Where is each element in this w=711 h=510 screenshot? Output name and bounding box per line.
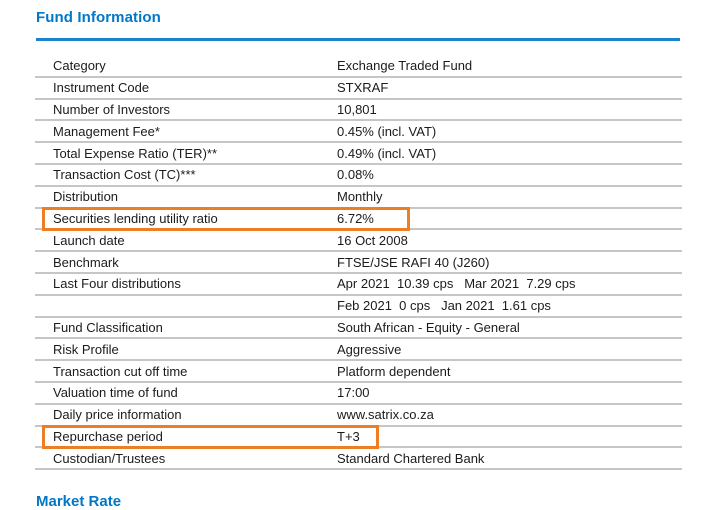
row-label: Repurchase period bbox=[53, 428, 163, 444]
table-row: Last Four distributions Apr 2021 10.39 cp… bbox=[35, 274, 682, 296]
row-value: Aggressive bbox=[337, 341, 402, 357]
table-row: Transaction Cost (TC)*** 0.08% bbox=[35, 165, 682, 187]
row-value: 10,801 bbox=[337, 101, 377, 117]
row-label: Total Expense Ratio (TER)** bbox=[53, 145, 218, 161]
row-label: Fund Classification bbox=[53, 319, 163, 335]
table-row: Valuation time of fund 17:00 bbox=[35, 383, 682, 405]
row-label: Valuation time of fund bbox=[53, 385, 178, 401]
table-row: Feb 2021 0 cps Jan 2021 1.61 cps bbox=[35, 296, 682, 318]
table-row: Risk Profile Aggressive bbox=[35, 339, 682, 362]
row-label: Transaction cut off time bbox=[53, 363, 188, 379]
row-label: Distribution bbox=[53, 189, 119, 205]
fund-info-table: Category Exchange Traded Fund Instrument C… bbox=[35, 56, 682, 471]
row-label: Category bbox=[53, 58, 106, 74]
row-value: South African - Equity - General bbox=[337, 319, 520, 335]
row-value: www.satrix.co.za bbox=[337, 407, 434, 423]
table-row: Launch date 16 Oct 2008 bbox=[35, 230, 682, 253]
table-row: Distribution Monthly bbox=[35, 187, 682, 209]
row-label: Management Fee* bbox=[53, 123, 160, 139]
row-label: Transaction Cost (TC)*** bbox=[53, 167, 196, 183]
row-value: 6.72% bbox=[337, 210, 374, 226]
row-value: Exchange Traded Fund bbox=[337, 58, 473, 74]
row-label: Securities lending utility ratio bbox=[53, 210, 218, 226]
row-value: 0.08% bbox=[337, 167, 374, 183]
row-value: STXRAF bbox=[337, 80, 389, 96]
table-row: Category Exchange Traded Fund bbox=[35, 56, 682, 78]
table-row: Securities lending utility ratio 6.72% bbox=[35, 206, 682, 232]
table-row: Management Fee* 0.45% (incl. VAT) bbox=[35, 121, 682, 144]
row-label: Risk Profile bbox=[53, 341, 119, 357]
section-title-rule bbox=[36, 38, 680, 41]
table-row: Repurchase period T+3 bbox=[35, 424, 682, 450]
row-value: 0.49% (incl. VAT) bbox=[337, 145, 437, 161]
row-label: Custodian/Trustees bbox=[53, 450, 166, 466]
row-value: 17:00 bbox=[337, 385, 370, 401]
row-value: FTSE/JSE RAFI 40 (J260) bbox=[337, 254, 490, 270]
section-title: Fund Information bbox=[36, 9, 161, 26]
table-row: Custodian/Trustees Standard Chartered Ban… bbox=[35, 448, 682, 471]
row-label: Daily price information bbox=[53, 407, 182, 423]
next-section-title: Market Rate bbox=[36, 493, 122, 510]
row-value: 16 Oct 2008 bbox=[337, 232, 408, 248]
row-label: Benchmark bbox=[53, 254, 119, 270]
table-row: Number of Investors 10,801 bbox=[35, 100, 682, 122]
row-label: Launch date bbox=[53, 232, 125, 248]
table-row: Total Expense Ratio (TER)** 0.49% (incl. … bbox=[35, 143, 682, 165]
row-value: Standard Chartered Bank bbox=[337, 450, 485, 466]
row-value: Apr 2021 10.39 cps Mar 2021 7.29 cps bbox=[337, 276, 576, 292]
table-row: Daily price information www.satrix.co.za bbox=[35, 405, 682, 427]
table-row: Benchmark FTSE/JSE RAFI 40 (J260) bbox=[35, 252, 682, 274]
row-value: Monthly bbox=[337, 189, 383, 205]
row-label: Last Four distributions bbox=[53, 276, 181, 292]
table-row: Transaction cut off time Platform depende… bbox=[35, 361, 682, 383]
row-label: Instrument Code bbox=[53, 80, 150, 96]
row-value: Platform dependent bbox=[337, 363, 451, 379]
row-value: Feb 2021 0 cps Jan 2021 1.61 cps bbox=[337, 298, 551, 314]
row-value: T+3 bbox=[337, 428, 360, 444]
row-value: 0.45% (incl. VAT) bbox=[337, 123, 437, 139]
table-row: Fund Classification South African - Equit… bbox=[35, 318, 682, 340]
table-row: Instrument Code STXRAF bbox=[35, 78, 682, 100]
row-label: Number of Investors bbox=[53, 101, 171, 117]
